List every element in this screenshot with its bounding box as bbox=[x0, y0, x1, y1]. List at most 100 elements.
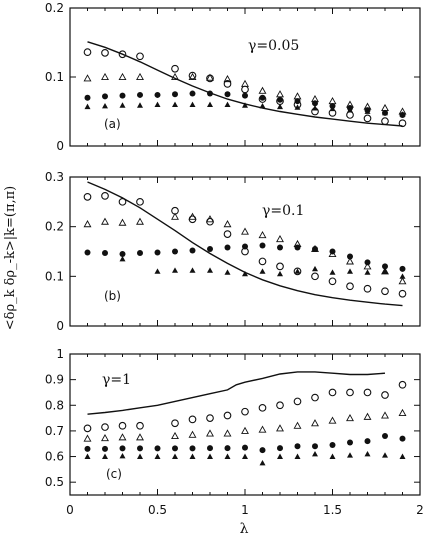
point-open-triangle bbox=[206, 429, 214, 437]
y-tick-label: 0.9 bbox=[45, 373, 64, 387]
point-open-triangle bbox=[101, 433, 109, 442]
point-open-triangle bbox=[171, 72, 179, 81]
point-open-circle bbox=[311, 393, 319, 402]
point-open-triangle bbox=[171, 431, 179, 440]
point-filled-triangle bbox=[172, 453, 178, 459]
gamma-annotation: γ=0.1 bbox=[262, 203, 304, 219]
point-filled-circle bbox=[329, 442, 336, 449]
point-filled-triangle bbox=[399, 273, 406, 279]
point-open-triangle bbox=[101, 217, 109, 225]
point-filled-triangle bbox=[277, 453, 283, 459]
point-open-triangle bbox=[381, 411, 389, 419]
point-filled-circle bbox=[154, 91, 161, 98]
panels: 0 0.1 0.2 γ=0.05 (a) 0 0.1 0.2 0.3 γ=0.1 (b) 0.5 0.6… bbox=[45, 1, 424, 517]
point-filled-circle bbox=[137, 445, 143, 452]
point-filled-triangle bbox=[119, 255, 126, 262]
point-open-triangle bbox=[241, 426, 249, 434]
x-axis-label: λ bbox=[240, 521, 249, 537]
point-open-triangle bbox=[381, 103, 389, 112]
point-open-triangle bbox=[276, 424, 284, 432]
point-open-triangle bbox=[206, 73, 214, 81]
point-open-circle bbox=[363, 284, 372, 293]
x-tick-label: 1.5 bbox=[323, 503, 342, 517]
point-filled-circle bbox=[277, 96, 283, 103]
y-tick-label: 0.2 bbox=[45, 220, 64, 234]
point-filled-triangle bbox=[207, 267, 213, 273]
point-filled-triangle bbox=[189, 267, 196, 273]
y-tick-label: 0.5 bbox=[45, 475, 64, 489]
point-open-triangle bbox=[328, 97, 337, 105]
point-open-triangle bbox=[188, 72, 197, 81]
point-filled-circle bbox=[312, 443, 318, 450]
point-filled-triangle bbox=[364, 450, 371, 457]
point-filled-triangle bbox=[189, 101, 196, 107]
y-tick-label: 0 bbox=[56, 319, 64, 333]
point-filled-circle bbox=[137, 249, 143, 256]
point-open-circle bbox=[136, 197, 144, 206]
point-filled-circle bbox=[399, 435, 406, 442]
point-filled-circle bbox=[189, 445, 196, 452]
point-filled-circle bbox=[137, 91, 143, 98]
point-open-circle bbox=[398, 289, 407, 298]
point-open-triangle bbox=[258, 86, 267, 94]
point-filled-circle bbox=[312, 246, 318, 253]
point-filled-triangle bbox=[259, 102, 266, 109]
point-filled-circle bbox=[277, 445, 283, 452]
point-open-triangle bbox=[136, 433, 144, 441]
point-filled-triangle bbox=[259, 268, 266, 274]
point-filled-triangle bbox=[242, 102, 248, 108]
point-filled-triangle bbox=[242, 453, 248, 459]
point-open-circle bbox=[381, 391, 389, 399]
panel-c: 0.50.60.70.80.910 0.5 1 1.5 2γ=1(c) bbox=[45, 347, 424, 517]
point-filled-triangle bbox=[137, 102, 143, 108]
point-open-triangle bbox=[118, 433, 127, 441]
point-filled-circle bbox=[119, 250, 126, 257]
point-filled-triangle bbox=[312, 450, 318, 457]
point-filled-circle bbox=[382, 263, 388, 270]
point-open-triangle bbox=[363, 412, 372, 420]
point-filled-circle bbox=[172, 91, 178, 98]
y-tick-label: 0.6 bbox=[45, 450, 64, 464]
point-filled-circle bbox=[364, 259, 371, 266]
point-open-circle bbox=[258, 257, 267, 266]
point-filled-triangle bbox=[364, 108, 371, 114]
point-open-circle bbox=[241, 407, 249, 416]
point-filled-triangle bbox=[329, 105, 336, 112]
point-open-triangle bbox=[311, 419, 319, 427]
point-filled-circle bbox=[294, 244, 301, 251]
point-filled-circle bbox=[347, 439, 353, 446]
point-open-triangle bbox=[188, 212, 197, 220]
panel-label: (a) bbox=[104, 117, 121, 131]
x-tick-label: 0.5 bbox=[148, 503, 167, 517]
y-tick-label: 0.1 bbox=[45, 269, 64, 283]
x-tick-label: 0 bbox=[66, 503, 74, 517]
point-filled-circle bbox=[294, 443, 301, 450]
point-open-triangle bbox=[258, 425, 267, 433]
point-open-triangle bbox=[276, 90, 284, 98]
point-filled-triangle bbox=[347, 452, 353, 458]
series-line bbox=[87, 371, 386, 415]
point-open-circle bbox=[206, 414, 214, 422]
point-filled-triangle bbox=[224, 453, 231, 459]
point-filled-circle bbox=[312, 100, 318, 107]
point-open-triangle bbox=[398, 408, 407, 416]
point-filled-circle bbox=[259, 242, 266, 249]
point-open-circle bbox=[276, 401, 284, 410]
point-open-circle bbox=[258, 403, 267, 412]
point-filled-triangle bbox=[399, 453, 406, 459]
point-filled-circle bbox=[224, 244, 231, 251]
point-filled-circle bbox=[207, 90, 213, 97]
point-filled-circle bbox=[119, 92, 126, 99]
point-filled-circle bbox=[329, 248, 336, 255]
point-filled-triangle bbox=[189, 453, 196, 459]
y-tick-label: 0.2 bbox=[45, 1, 64, 15]
point-open-circle bbox=[346, 111, 354, 119]
point-open-triangle bbox=[118, 218, 127, 226]
point-filled-circle bbox=[119, 445, 126, 452]
y-tick-label: 0.1 bbox=[45, 70, 64, 84]
y-tick-label: 0.3 bbox=[45, 170, 64, 184]
point-open-circle bbox=[328, 277, 337, 286]
panel-label: (b) bbox=[104, 289, 121, 303]
point-filled-triangle bbox=[294, 453, 301, 459]
